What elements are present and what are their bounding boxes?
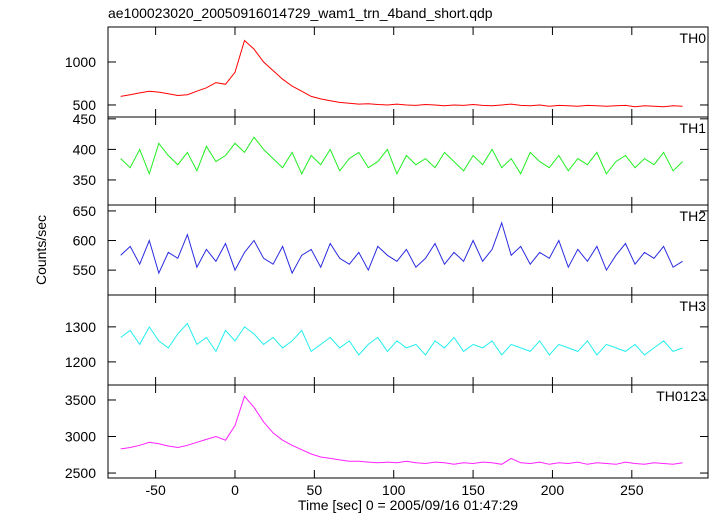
light-curve xyxy=(120,322,683,356)
y-tick-label: 400 xyxy=(73,141,97,157)
x-tick-label: 250 xyxy=(620,482,644,498)
panel-frame xyxy=(107,116,709,206)
panel-frame xyxy=(107,204,709,296)
x-tick-label: -50 xyxy=(146,482,166,498)
light-curve xyxy=(120,39,683,108)
y-tick-label: 3500 xyxy=(65,392,96,408)
light-curve xyxy=(120,136,683,176)
y-tick-label: 450 xyxy=(73,111,97,127)
y-tick-label: 350 xyxy=(73,172,97,188)
panel-label: TH2 xyxy=(680,208,707,224)
y-tick-label: 500 xyxy=(73,97,97,113)
panel-label: TH0123 xyxy=(656,388,706,404)
x-tick-label: 50 xyxy=(307,482,323,498)
x-tick-label: 150 xyxy=(461,482,485,498)
y-tick-label: 1300 xyxy=(65,319,96,335)
chart-title: ae100023020_20050916014729_wam1_trn_4ban… xyxy=(108,5,493,21)
y-tick-label: 650 xyxy=(73,203,97,219)
panel-frame xyxy=(107,384,709,479)
panel-label: TH3 xyxy=(680,298,707,314)
panel-label: TH0 xyxy=(680,30,707,46)
y-tick-label: 1000 xyxy=(65,54,96,70)
x-tick-label: 200 xyxy=(541,482,565,498)
x-tick-label: 0 xyxy=(231,482,239,498)
panel-label: TH1 xyxy=(680,120,707,136)
y-tick-label: 1200 xyxy=(65,354,96,370)
x-axis-label: Time [sec] 0 = 2005/09/16 01:47:29 xyxy=(298,497,518,513)
y-tick-label: 3000 xyxy=(65,429,96,445)
y-axis-label: Counts/sec xyxy=(33,215,49,285)
y-tick-label: 550 xyxy=(73,262,97,278)
light-curve xyxy=(120,221,683,275)
panel-frame xyxy=(107,26,709,118)
panel-frame xyxy=(107,294,709,386)
y-tick-label: 600 xyxy=(73,233,97,249)
light-curve xyxy=(120,395,683,465)
x-tick-label: 100 xyxy=(382,482,406,498)
y-tick-label: 2500 xyxy=(65,465,96,481)
